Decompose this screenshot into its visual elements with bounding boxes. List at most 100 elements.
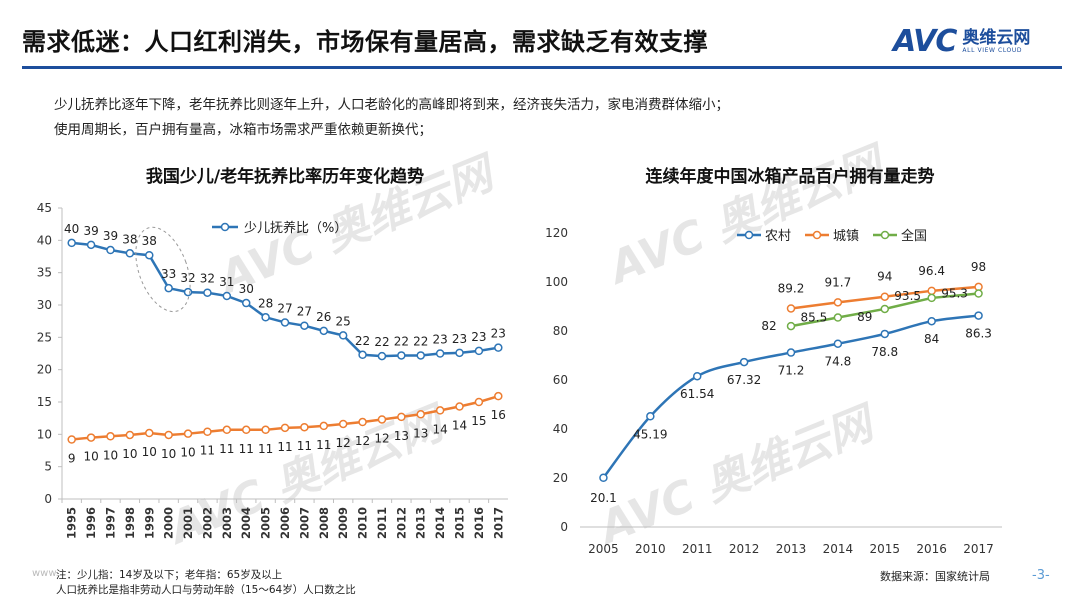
chart1-point [455,348,464,358]
chart1-data-label: 15 [471,414,486,428]
chart1-x-tick-label: 2013 [414,507,428,539]
chart2-point [927,286,936,296]
chart1-x-tick-label: 2017 [491,507,505,539]
chart1-data-label: 28 [258,296,273,310]
chart1-point [494,391,503,401]
chart1-data-label: 10 [161,447,176,461]
chart1-data-label: 39 [83,224,98,238]
page-number: -3- [1032,568,1050,583]
chart1-y-tick-label: 40 [37,233,52,247]
data-source: 数据来源：国家统计局 [880,570,990,583]
chart1-data-label: 22 [413,334,428,348]
chart2-data-label: 89 [857,310,872,324]
chart1-point [222,425,232,435]
chart2-point [786,348,796,357]
chart1-data-label: 38 [122,232,137,246]
chart2-legend-label: 城镇 [833,229,859,244]
chart1-point [164,430,173,440]
chart1-data-label: 10 [103,448,118,462]
chart1-data-label: 10 [83,450,98,464]
chart2-x-tick-label: 2011 [682,542,713,556]
chart2-data-label: 67.32 [727,373,761,387]
chart1-data-label: 22 [355,334,370,348]
chart1-point [338,419,348,429]
chart1-x-tick-label: 2010 [356,507,370,539]
chart2-data-label: 93.5 [894,289,921,303]
chart1-y-tick-label: 10 [37,427,52,441]
chart1-point [183,429,193,438]
chart1-data-label: 11 [200,444,215,458]
chart1-data-label: 23 [432,333,447,347]
chart1-point [261,425,270,435]
chart1-data-label: 14 [432,422,447,436]
chart1-point [319,421,329,431]
chart2-y-tick-label: 80 [553,324,568,338]
chart1-point [67,435,76,444]
chart1-data-label: 22 [374,335,389,349]
chart1-data-label: 14 [452,419,467,433]
chart1-data-label: 9 [68,452,76,466]
chart2-x-tick-label: 2010 [635,542,666,556]
chart1-legend-label: 少儿抚养比（%） [244,220,347,236]
chart1-point [397,351,406,360]
footer-url: www. [32,568,59,579]
chart1-x-tick-label: 2006 [278,507,292,539]
chart1-data-label: 16 [491,408,506,422]
chart2-point [880,329,890,339]
chart1-point [358,350,367,360]
chart1-point [203,288,212,297]
chart2-y-tick-label: 0 [560,520,568,534]
chart1-y-tick-label: 0 [44,492,52,506]
chart2-y-tick-label: 60 [553,373,568,387]
chart1-data-label: 11 [239,442,254,456]
chart2-point [833,339,843,348]
chart1-data-label: 11 [297,439,312,453]
chart1-x-tick-label: 1999 [142,507,156,539]
chart1-point [203,427,212,436]
chart1-data-label: 12 [374,431,389,445]
chart1-point [125,430,135,440]
chart1-x-tick-label: 2000 [162,507,176,539]
chart1-y-tick-label: 20 [37,363,52,377]
chart1-x-tick-label: 2001 [181,507,195,539]
chart1-data-label: 13 [413,426,428,440]
chart1-data-label: 11 [316,438,331,452]
logo-text: AVC [893,24,957,59]
chart1-point [435,349,445,358]
chart2-point [880,292,890,301]
chart1-data-label: 10 [122,447,137,461]
chart2-point [974,311,983,320]
chart1-x-tick-label: 1998 [123,507,137,539]
chart1-data-label: 10 [142,445,157,459]
chart1-highlight-ellipse [135,226,191,313]
chart1-data-label: 32 [180,271,195,285]
chart1-data-label: 39 [103,229,118,243]
footnote-line-1: 注：少儿指：14岁及以下；老年指：65岁及以上 [56,569,283,581]
chart2-data-label: 86.3 [965,327,992,341]
chart1-point [280,423,290,433]
chart2-x-tick-label: 2012 [729,542,760,556]
chart2-data-label: 85.5 [801,311,828,325]
chart1-point [300,321,309,330]
chart1-data-label: 31 [219,275,234,289]
chart1-x-tick-label: 2014 [433,507,447,539]
chart2-data-label: 95.3 [941,287,968,301]
chart1-point [280,318,290,327]
chart2-series-line [602,314,979,479]
chart2-point [974,289,983,298]
chart1-legend-marker [220,222,230,232]
chart1-x-tick-label: 2016 [472,507,486,539]
chart2-data-label: 89.2 [778,281,805,295]
page-title: 需求低迷：人口红利消失，市场保有量居高，需求缺乏有效支撑 [22,28,708,56]
chart2-data-label: 78.8 [871,345,898,359]
chart1-x-tick-label: 2009 [336,507,350,539]
summary-text: 少儿抚养比逐年下降，老年抚养比则逐年上升，人口老龄化的高峰即将到来，经济丧失活力… [54,93,729,143]
chart2-data-label: 20.1 [590,491,617,505]
chart1-x-tick-label: 2002 [200,507,214,539]
chart1-y-tick-label: 25 [37,330,52,344]
chart1-data-label: 11 [277,440,292,454]
chart2-legend-marker [744,230,754,240]
chart1-point [222,291,232,301]
chart1-x-tick-label: 1995 [65,507,79,539]
